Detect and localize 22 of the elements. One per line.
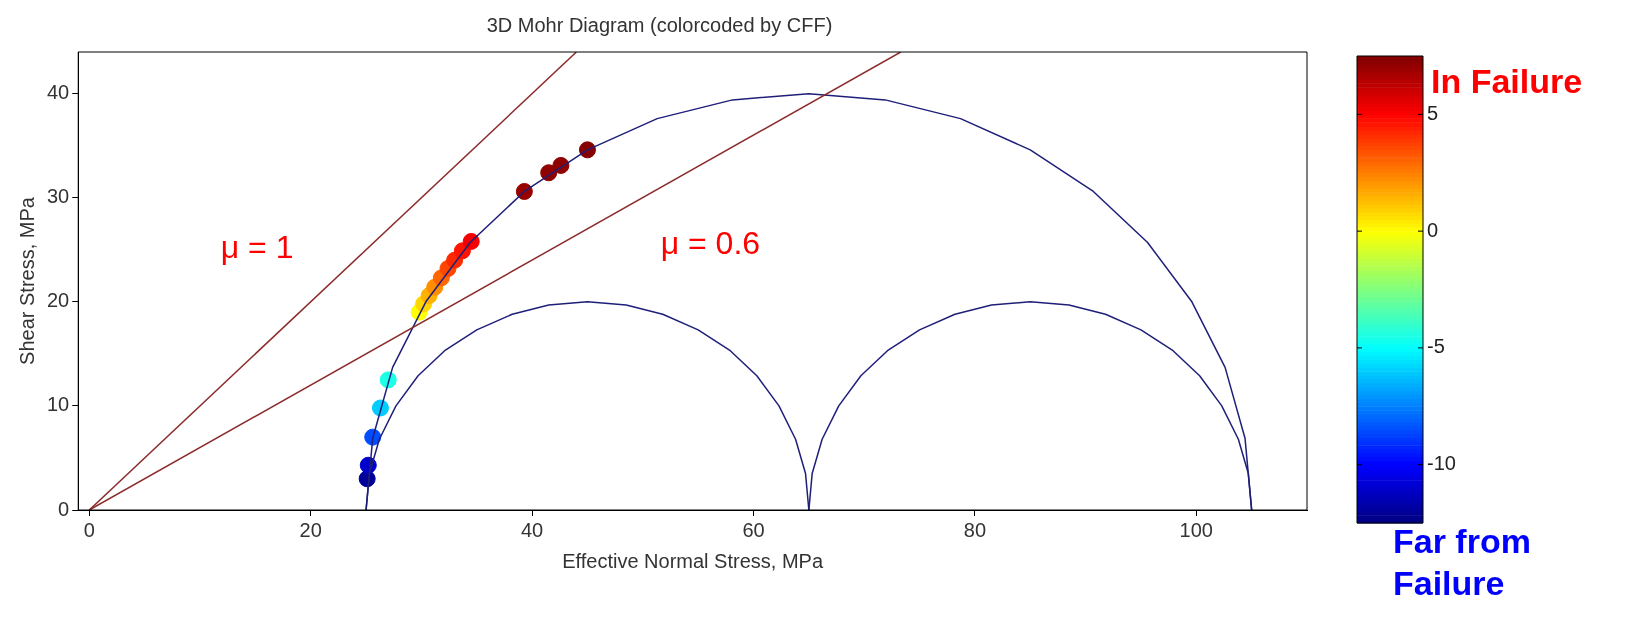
- y-tick-label: 10: [47, 393, 70, 416]
- x-axis-title: Effective Normal Stress, MPa: [562, 549, 824, 572]
- x-tick-label: 100: [1179, 518, 1213, 541]
- x-tick-label: 20: [299, 518, 322, 541]
- x-tick-label: 40: [520, 518, 544, 541]
- text: Far from Failure: [1393, 522, 1531, 603]
- y-tick-label: 30: [47, 185, 70, 208]
- x-tick-label: 0: [83, 518, 95, 541]
- color-bar-label: -5: [1427, 335, 1445, 358]
- y-tick-label: 40: [47, 81, 70, 104]
- y-tick-label: 0: [58, 497, 70, 520]
- chart-title: 3D Mohr Diagram (colorcoded by CFF): [486, 13, 833, 36]
- series-label: μ = 1: [220, 229, 294, 266]
- x-tick-label: 60: [742, 518, 765, 541]
- color-bar-label: 5: [1427, 101, 1439, 124]
- x-tick-label: 80: [963, 518, 987, 541]
- y-axis-title: Shear Stress, MPa: [15, 196, 38, 365]
- color-bar-label: -10: [1427, 452, 1456, 475]
- y-tick-label: 20: [47, 289, 70, 312]
- color-bar-label: 0: [1427, 218, 1439, 241]
- series-label: μ = 0.6: [660, 225, 761, 262]
- text: In Failure: [1431, 62, 1583, 101]
